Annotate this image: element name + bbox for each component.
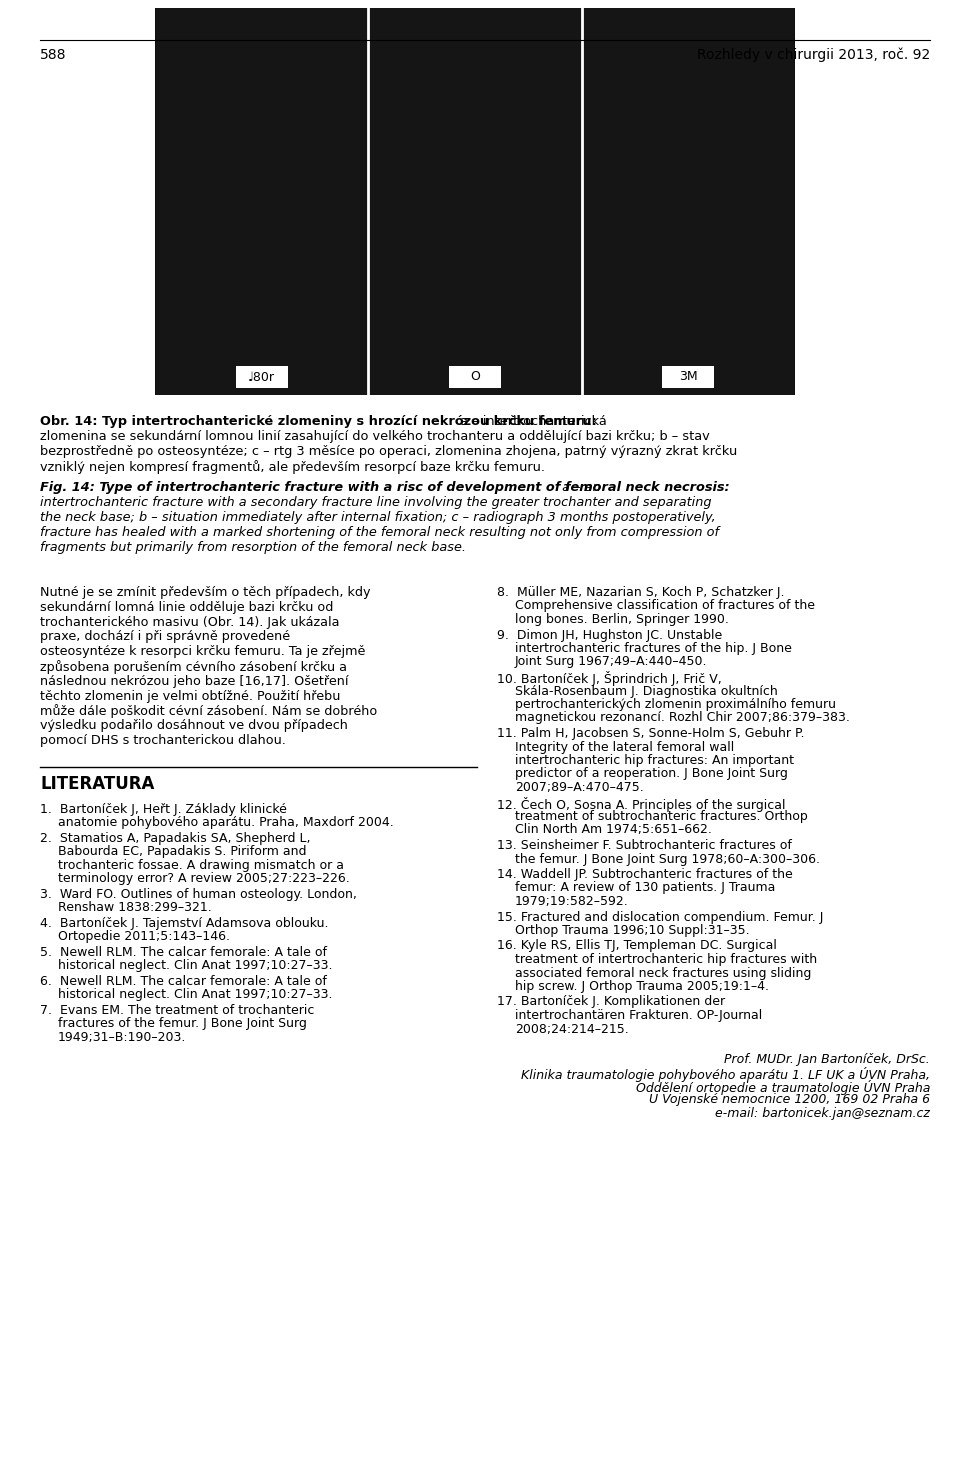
Text: 9.  Dimon JH, Hughston JC. Unstable: 9. Dimon JH, Hughston JC. Unstable	[497, 629, 722, 642]
Text: Clin North Am 1974;5:651–662.: Clin North Am 1974;5:651–662.	[515, 824, 712, 837]
Text: bezprostředně po osteosyntéze; c – rtg 3 měsíce po operaci, zlomenina zhojena, p: bezprostředně po osteosyntéze; c – rtg 3…	[40, 445, 737, 458]
Bar	[662, 365, 714, 387]
Text: Nutné je se zmínit především o těch případech, kdy: Nutné je se zmínit především o těch příp…	[40, 586, 371, 599]
Text: e-mail: bartonicek.jan@seznam.cz: e-mail: bartonicek.jan@seznam.cz	[715, 1106, 930, 1120]
Text: intertrochanteric hip fractures: An important: intertrochanteric hip fractures: An impo…	[515, 754, 794, 768]
Text: Obr. 14: Typ intertrochanterické zlomeniny s hrozící nekrózou krčku femuru:: Obr. 14: Typ intertrochanterické zlomeni…	[40, 416, 597, 427]
Text: a – intertrochanterická: a – intertrochanterická	[456, 416, 607, 427]
Text: následnou nekrózou jeho baze [16,17]. Ošetření: následnou nekrózou jeho baze [16,17]. Oš…	[40, 674, 348, 688]
Text: fractures of the femur. J Bone Joint Surg: fractures of the femur. J Bone Joint Sur…	[58, 1018, 307, 1031]
Text: 4.  Bartoníček J. Tajemství Adamsova oblouku.: 4. Bartoníček J. Tajemství Adamsova oblo…	[40, 917, 328, 930]
Text: the femur. J Bone Joint Surg 1978;60–A:300–306.: the femur. J Bone Joint Surg 1978;60–A:3…	[515, 852, 820, 865]
Text: 588: 588	[40, 47, 66, 62]
Text: vzniklý nejen kompresí fragmentů, ale především resorpcí baze krčku femuru.: vzniklý nejen kompresí fragmentů, ale př…	[40, 460, 545, 473]
Text: pertrochanterických zlomenin proximálního femuru: pertrochanterických zlomenin proximálníh…	[515, 698, 836, 711]
Text: 7.  Evans EM. The treatment of trochanteric: 7. Evans EM. The treatment of trochanter…	[40, 1004, 314, 1016]
Text: 15. Fractured and dislocation compendium. Femur. J: 15. Fractured and dislocation compendium…	[497, 911, 824, 923]
Text: 14. Waddell JP. Subtrochanteric fractures of the: 14. Waddell JP. Subtrochanteric fracture…	[497, 868, 793, 881]
Text: Orthop Trauma 1996;10 Suppl:31–35.: Orthop Trauma 1996;10 Suppl:31–35.	[515, 924, 750, 938]
Text: Comprehensive classification of fractures of the: Comprehensive classification of fracture…	[515, 599, 815, 612]
Text: a – an: a – an	[559, 481, 601, 494]
Text: U Vojenské nemocnice 1200, 169 02 Praha 6: U Vojenské nemocnice 1200, 169 02 Praha …	[649, 1093, 930, 1106]
Bar	[370, 7, 581, 395]
Text: intertrochanteric fracture with a secondary fracture line involving the greater : intertrochanteric fracture with a second…	[40, 495, 711, 509]
Text: 13. Seinsheimer F. Subtrochanteric fractures of: 13. Seinsheimer F. Subtrochanteric fract…	[497, 839, 792, 852]
Text: hip screw. J Orthop Trauma 2005;19:1–4.: hip screw. J Orthop Trauma 2005;19:1–4.	[515, 981, 769, 992]
Text: historical neglect. Clin Anat 1997;10:27–33.: historical neglect. Clin Anat 1997;10:27…	[58, 988, 332, 1001]
Text: Renshaw 1838:299–321.: Renshaw 1838:299–321.	[58, 901, 212, 914]
Text: 6.  Newell RLM. The calcar femorale: A tale of: 6. Newell RLM. The calcar femorale: A ta…	[40, 975, 326, 988]
Text: the neck base; b – situation immediately after internal fixation; c – radiograph: the neck base; b – situation immediately…	[40, 512, 716, 524]
Text: zlomenina se sekundární lomnou linií zasahující do velkého trochanteru a odděluj: zlomenina se sekundární lomnou linií zas…	[40, 430, 709, 444]
Text: 17. Bartoníček J. Komplikationen der: 17. Bartoníček J. Komplikationen der	[497, 995, 725, 1009]
Text: 5.  Newell RLM. The calcar femorale: A tale of: 5. Newell RLM. The calcar femorale: A ta…	[40, 945, 327, 958]
Text: femur: A review of 130 patients. J Trauma: femur: A review of 130 patients. J Traum…	[515, 881, 776, 895]
Text: 16. Kyle RS, Ellis TJ, Templeman DC. Surgical: 16. Kyle RS, Ellis TJ, Templeman DC. Sur…	[497, 939, 777, 952]
Text: intertrochanteric fractures of the hip. J Bone: intertrochanteric fractures of the hip. …	[515, 642, 792, 655]
Text: magnetickou rezonancí. Rozhl Chir 2007;86:379–383.: magnetickou rezonancí. Rozhl Chir 2007;8…	[515, 711, 850, 725]
Text: Babourda EC, Papadakis S. Piriform and: Babourda EC, Papadakis S. Piriform and	[58, 846, 306, 858]
Text: sekundární lomná linie odděluje bazi krčku od: sekundární lomná linie odděluje bazi krč…	[40, 600, 333, 614]
Text: anatomie pohybového aparátu. Praha, Maxdorf 2004.: anatomie pohybového aparátu. Praha, Maxd…	[58, 816, 394, 830]
Text: treatment of subtrochanteric fractures. Orthop: treatment of subtrochanteric fractures. …	[515, 810, 807, 822]
Text: fracture has healed with a marked shortening of the femoral neck resulting not o: fracture has healed with a marked shorte…	[40, 527, 719, 538]
Text: Fig. 14: Type of intertrochanteric fracture with a risc of development of femora: Fig. 14: Type of intertrochanteric fract…	[40, 481, 730, 494]
Text: Prof. MUDr. Jan Bartoníček, DrSc.: Prof. MUDr. Jan Bartoníček, DrSc.	[724, 1053, 930, 1066]
Text: terminology error? A review 2005;27:223–226.: terminology error? A review 2005;27:223–…	[58, 873, 349, 886]
Text: 2007;89–A:470–475.: 2007;89–A:470–475.	[515, 781, 644, 794]
Bar	[235, 365, 288, 387]
Text: Klinika traumatologie pohybového aparátu 1. LF UK a ÚVN Praha,: Klinika traumatologie pohybového aparátu…	[521, 1066, 930, 1081]
Text: predictor of a reoperation. J Bone Joint Surg: predictor of a reoperation. J Bone Joint…	[515, 768, 788, 781]
Text: intertrochantären Frakturen. OP-Journal: intertrochantären Frakturen. OP-Journal	[515, 1009, 762, 1022]
Text: Rozhledy v chirurgii 2013, roč. 92: Rozhledy v chirurgii 2013, roč. 92	[697, 47, 930, 62]
Text: praxe, dochází i při správně provedené: praxe, dochází i při správně provedené	[40, 630, 290, 643]
Text: fragments but primarily from resorption of the femoral neck base.: fragments but primarily from resorption …	[40, 541, 466, 555]
Text: 2.  Stamatios A, Papadakis SA, Shepherd L,: 2. Stamatios A, Papadakis SA, Shepherd L…	[40, 831, 310, 845]
Text: 12. Čech O, Sosna A. Principles of the surgical: 12. Čech O, Sosna A. Principles of the s…	[497, 797, 785, 812]
Text: způsobena porušením cévního zásobení krčku a: způsobena porušením cévního zásobení krč…	[40, 660, 347, 674]
Text: Joint Surg 1967;49–A:440–450.: Joint Surg 1967;49–A:440–450.	[515, 655, 708, 669]
Text: 10. Bartoníček J, Šprindrich J, Frič V,: 10. Bartoníček J, Šprindrich J, Frič V,	[497, 671, 722, 686]
Text: Ortopedie 2011;5:143–146.: Ortopedie 2011;5:143–146.	[58, 930, 230, 944]
Text: těchto zlomenin je velmi obtížné. Použití hřebu: těchto zlomenin je velmi obtížné. Použit…	[40, 689, 341, 703]
Bar	[156, 7, 368, 395]
Text: osteosyntéze k resorpci krčku femuru. Ta je zřejmě: osteosyntéze k resorpci krčku femuru. Ta…	[40, 645, 366, 658]
Text: O: O	[470, 371, 480, 383]
Text: může dále poškodit cévní zásobení. Nám se dobrého: může dále poškodit cévní zásobení. Nám s…	[40, 704, 377, 719]
Bar	[583, 7, 794, 395]
Text: LITERATURA: LITERATURA	[40, 775, 155, 793]
Text: historical neglect. Clin Anat 1997;10:27–33.: historical neglect. Clin Anat 1997;10:27…	[58, 960, 332, 972]
Text: 8.  Müller ME, Nazarian S, Koch P, Schatzker J.: 8. Müller ME, Nazarian S, Koch P, Schatz…	[497, 586, 784, 599]
Text: výsledku podařilo dosáhnout ve dvou případech: výsledku podařilo dosáhnout ve dvou příp…	[40, 719, 348, 732]
Text: long bones. Berlin, Springer 1990.: long bones. Berlin, Springer 1990.	[515, 612, 729, 626]
Text: 3M: 3M	[679, 371, 698, 383]
Text: ♩80r: ♩80r	[249, 371, 276, 383]
Text: pomocí DHS s trochanterickou dlahou.: pomocí DHS s trochanterickou dlahou.	[40, 734, 286, 747]
Text: trochanterického masivu (Obr. 14). Jak ukázala: trochanterického masivu (Obr. 14). Jak u…	[40, 615, 340, 629]
Text: Skála-Rosenbaum J. Diagnostika okultních: Skála-Rosenbaum J. Diagnostika okultních	[515, 685, 778, 698]
Text: treatment of intertrochanteric hip fractures with: treatment of intertrochanteric hip fract…	[515, 952, 817, 966]
Bar	[155, 7, 795, 395]
Text: 11. Palm H, Jacobsen S, Sonne-Holm S, Gebuhr P.: 11. Palm H, Jacobsen S, Sonne-Holm S, Ge…	[497, 728, 804, 740]
Text: 3.  Ward FO. Outlines of human osteology. London,: 3. Ward FO. Outlines of human osteology.…	[40, 887, 357, 901]
Text: associated femoral neck fractures using sliding: associated femoral neck fractures using …	[515, 966, 811, 979]
Text: 1.  Bartoníček J, Heřt J. Základy klinické: 1. Bartoníček J, Heřt J. Základy klinick…	[40, 803, 287, 816]
Text: Oddělení ortopedie a traumatologie ÚVN Praha: Oddělení ortopedie a traumatologie ÚVN P…	[636, 1080, 930, 1094]
Bar	[449, 365, 501, 387]
Text: trochanteric fossae. A drawing mismatch or a: trochanteric fossae. A drawing mismatch …	[58, 859, 344, 871]
Text: Integrity of the lateral femoral wall: Integrity of the lateral femoral wall	[515, 741, 734, 753]
Text: 1949;31–B:190–203.: 1949;31–B:190–203.	[58, 1031, 186, 1044]
Text: 1979;19:582–592.: 1979;19:582–592.	[515, 895, 629, 908]
Text: 2008;24:214–215.: 2008;24:214–215.	[515, 1022, 629, 1035]
